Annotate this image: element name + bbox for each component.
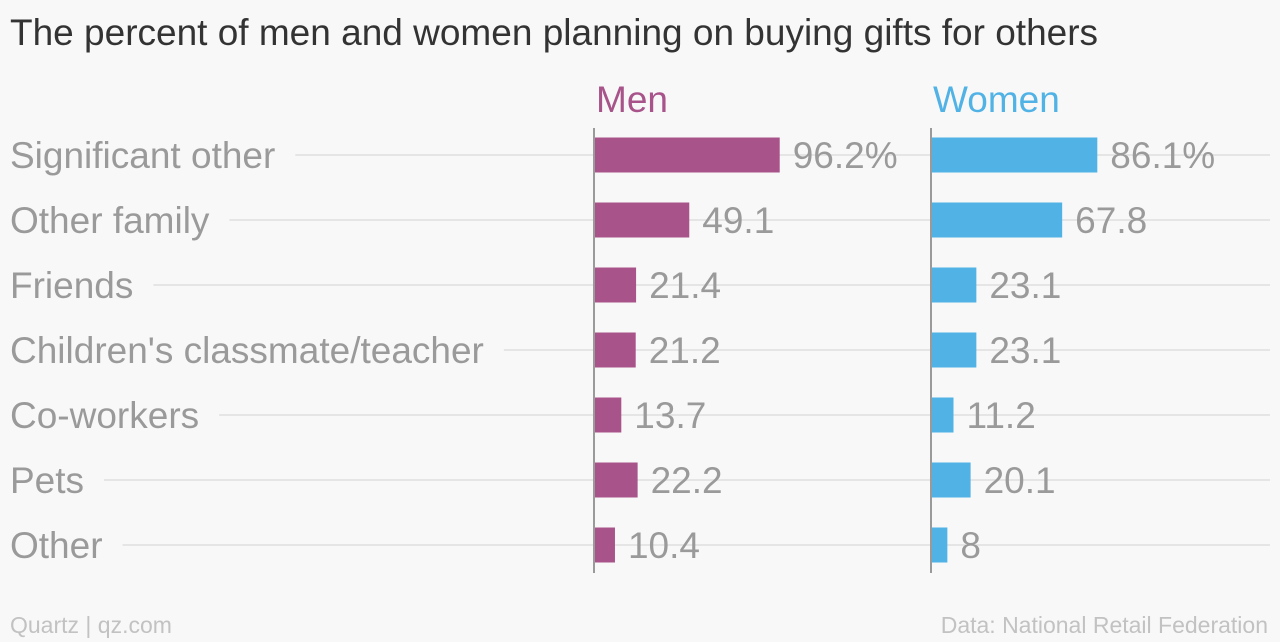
data-source: Data: National Retail Federation <box>940 612 1268 638</box>
data-label: 23.1 <box>989 330 1061 371</box>
bar <box>932 202 1063 238</box>
bar <box>595 202 690 238</box>
category-label: Significant other <box>10 135 275 176</box>
data-label: 8 <box>960 525 981 566</box>
category-label: Other <box>10 525 103 566</box>
data-label: 13.7 <box>634 395 706 436</box>
bar <box>932 527 948 563</box>
category-label: Friends <box>10 265 133 306</box>
data-label: 21.4 <box>649 265 721 306</box>
data-label: 86.1% <box>1110 135 1215 176</box>
chart-title: The percent of men and women planning on… <box>10 12 1099 53</box>
bar <box>932 267 977 303</box>
series-header: Women <box>933 79 1060 120</box>
bar <box>595 332 636 368</box>
category-label: Children's classmate/teacher <box>10 330 484 371</box>
category-label: Other family <box>10 200 210 241</box>
data-label: 23.1 <box>989 265 1061 306</box>
data-label: 67.8 <box>1075 200 1147 241</box>
bar <box>595 527 615 563</box>
bar <box>595 267 637 303</box>
bar <box>932 137 1098 173</box>
series-header: Men <box>596 79 668 120</box>
bar <box>932 462 971 498</box>
data-label: 49.1 <box>702 200 774 241</box>
source-credit: Quartz | qz.com <box>10 612 172 638</box>
bar <box>595 137 780 173</box>
data-label: 10.4 <box>628 525 700 566</box>
data-label: 20.1 <box>984 460 1056 501</box>
category-label: Co-workers <box>10 395 199 436</box>
bar <box>595 462 638 498</box>
data-label: 11.2 <box>967 395 1036 436</box>
bar <box>595 397 622 433</box>
bar <box>932 397 954 433</box>
category-label: Pets <box>10 460 84 501</box>
bar <box>932 332 977 368</box>
data-label: 22.2 <box>651 460 723 501</box>
data-label: 21.2 <box>649 330 721 371</box>
data-label: 96.2% <box>793 135 898 176</box>
